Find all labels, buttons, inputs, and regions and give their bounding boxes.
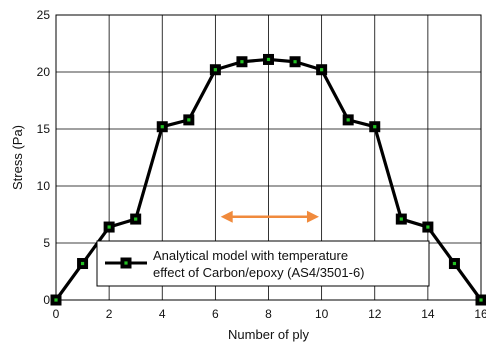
annotation-arrow-head-right (307, 211, 319, 223)
y-tick-label: 25 (37, 8, 51, 22)
data-point-dot (267, 58, 270, 61)
annotation-arrow-head-left (221, 211, 233, 223)
x-tick-label: 0 (53, 307, 60, 321)
x-axis-ticks: 0 2 4 6 8 10 12 14 16 (53, 307, 486, 321)
legend: Analytical model with temperature effect… (97, 241, 429, 286)
data-point-dot (161, 125, 164, 128)
x-tick-label: 10 (315, 307, 329, 321)
y-tick-label: 0 (43, 293, 50, 307)
x-tick-label: 6 (212, 307, 219, 321)
legend-label-line-1: Analytical model with temperature (153, 248, 348, 263)
data-point-dot (453, 262, 456, 265)
data-point-dot (240, 60, 243, 63)
data-point-dot (400, 217, 403, 220)
y-tick-label: 15 (37, 122, 51, 136)
data-point-dot (347, 118, 350, 121)
data-point-dot (81, 262, 84, 265)
x-tick-label: 2 (106, 307, 113, 321)
x-tick-label: 14 (421, 307, 435, 321)
x-tick-label: 4 (159, 307, 166, 321)
x-axis-label: Number of ply (228, 327, 309, 342)
data-point-dot (54, 298, 57, 301)
y-axis-label: Stress (Pa) (10, 125, 25, 190)
x-tick-label: 12 (368, 307, 382, 321)
data-point-dot (214, 68, 217, 71)
y-tick-label: 20 (37, 65, 51, 79)
y-tick-label: 5 (43, 236, 50, 250)
x-tick-label: 16 (474, 307, 486, 321)
data-point-dot (373, 125, 376, 128)
data-point-dot (108, 225, 111, 228)
data-point-dot (479, 298, 482, 301)
data-point-dot (426, 225, 429, 228)
x-tick-label: 8 (265, 307, 272, 321)
data-point-dot (293, 60, 296, 63)
y-axis-ticks: 0 5 10 15 20 25 (37, 8, 51, 307)
y-tick-label: 10 (37, 179, 51, 193)
data-point-dot (134, 217, 137, 220)
annotation-layer (221, 211, 319, 223)
legend-marker-dot (124, 261, 127, 264)
data-point-dot (187, 118, 190, 121)
legend-label-line-2: effect of Carbon/epoxy (AS4/3501-6) (153, 265, 365, 280)
data-point-dot (320, 68, 323, 71)
